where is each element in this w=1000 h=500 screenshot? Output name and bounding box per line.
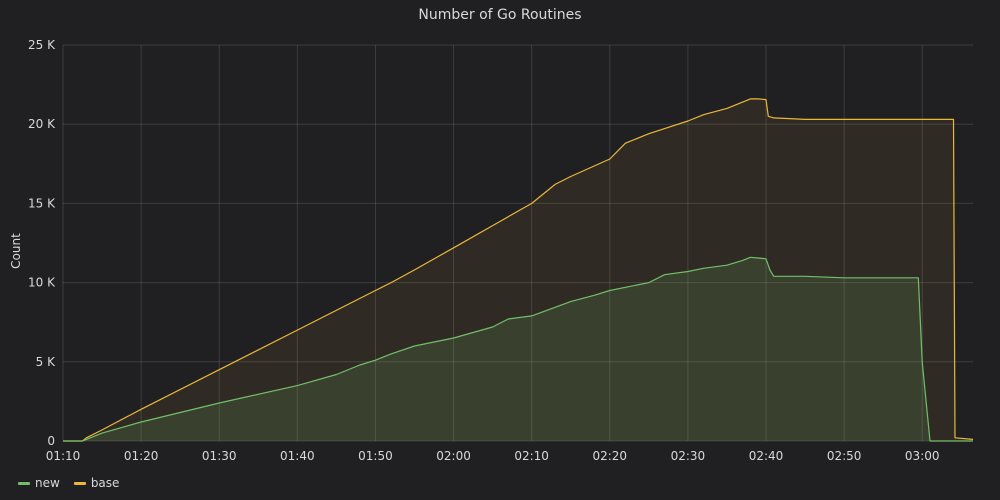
legend-swatch xyxy=(18,481,30,485)
legend-label: base xyxy=(90,476,120,490)
x-tick-label: 02:00 xyxy=(436,449,471,463)
y-tick-label: 10 K xyxy=(28,276,56,290)
y-tick-label: 25 K xyxy=(28,38,56,52)
series-layer xyxy=(63,98,974,442)
x-tick-label: 01:30 xyxy=(202,449,237,463)
x-tick-label: 01:50 xyxy=(358,449,393,463)
x-tick-label: 02:20 xyxy=(592,449,627,463)
series-line-new xyxy=(63,256,973,442)
x-tick-label: 01:10 xyxy=(46,449,81,463)
x-axis-ticks: 01:10 01:20 01:30 01:40 01:50 02:00 02:10 02:20… xyxy=(46,449,940,463)
x-tick-label: 02:40 xyxy=(749,449,784,463)
grid-lines xyxy=(62,44,973,442)
chart-title: Number of Go Routines xyxy=(418,7,581,23)
x-tick-label: 01:40 xyxy=(280,449,315,463)
series-area-base xyxy=(63,98,973,442)
legend-item-new[interactable]: new xyxy=(18,476,60,490)
series-line-base xyxy=(63,98,974,442)
y-tick-label: 20 K xyxy=(28,117,56,131)
x-tick-label: 02:50 xyxy=(827,449,862,463)
x-tick-label: 01:20 xyxy=(124,449,159,463)
x-tick-label: 02:30 xyxy=(671,449,706,463)
legend: new base xyxy=(18,476,119,490)
y-axis-label: Count xyxy=(9,233,23,269)
series-area-new xyxy=(63,257,973,441)
x-tick-label: 03:00 xyxy=(905,449,940,463)
legend-label: new xyxy=(35,476,60,490)
y-tick-label: 15 K xyxy=(28,196,56,210)
legend-item-base[interactable]: base xyxy=(73,476,120,490)
x-tick-label: 02:10 xyxy=(514,449,549,463)
legend-swatch xyxy=(73,481,86,485)
y-axis-ticks: 0 5 K 10 K 15 K 20 K 25 K xyxy=(28,38,56,448)
y-tick-label: 5 K xyxy=(36,355,56,369)
y-tick-label: 0 xyxy=(47,434,55,448)
